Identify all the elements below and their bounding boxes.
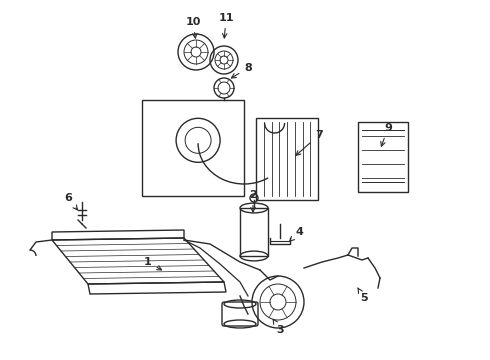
Text: 9: 9 — [381, 123, 392, 146]
Text: 3: 3 — [273, 319, 284, 335]
Text: 4: 4 — [290, 227, 303, 241]
Text: 5: 5 — [358, 288, 368, 303]
Text: 8: 8 — [231, 63, 252, 78]
Text: 1: 1 — [144, 257, 162, 270]
Text: 6: 6 — [64, 193, 77, 210]
Text: 2: 2 — [249, 190, 257, 212]
Text: 7: 7 — [296, 130, 323, 155]
Text: 10: 10 — [185, 17, 201, 38]
Text: 11: 11 — [218, 13, 234, 38]
